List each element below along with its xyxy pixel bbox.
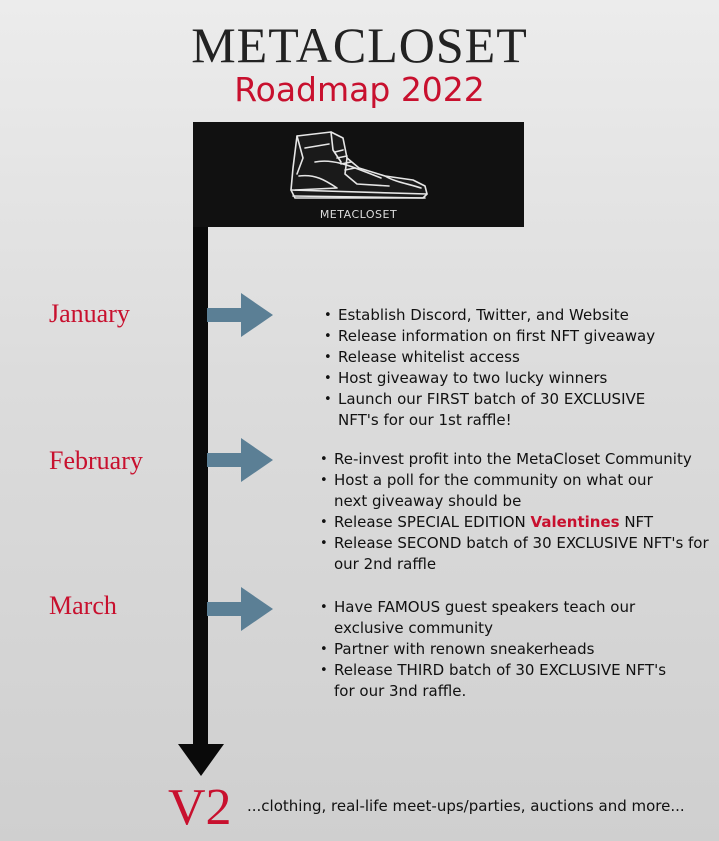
- list-item: Establish Discord, Twitter, and Website: [324, 305, 664, 326]
- january-list: Establish Discord, Twitter, and Website …: [324, 305, 664, 431]
- list-item: Launch our FIRST batch of 30 EXCLUSIVE N…: [324, 389, 664, 431]
- item-text-before: Release SPECIAL EDITION: [334, 513, 531, 531]
- arrow-right-icon: [207, 587, 273, 631]
- timeline-line: [193, 227, 208, 747]
- month-label-march: March: [49, 591, 117, 620]
- list-item: Release SECOND batch of 30 EXCLUSIVE NFT…: [320, 533, 710, 575]
- list-item: Host a poll for the community on what ou…: [320, 470, 688, 512]
- timeline-arrowhead: [178, 744, 224, 776]
- list-item: Release whitelist access: [324, 347, 664, 368]
- list-item: Host giveaway to two lucky winners: [324, 368, 664, 389]
- brand-banner: METACLOSET: [193, 122, 524, 227]
- month-label-february: February: [49, 446, 143, 475]
- month-label-january: January: [49, 299, 130, 328]
- arrow-right-icon: [207, 438, 273, 482]
- banner-label: METACLOSET: [319, 208, 398, 221]
- arrow-right-icon: [207, 293, 273, 337]
- valentines-highlight: Valentines: [530, 513, 620, 531]
- list-item: Re-invest profit into the MetaCloset Com…: [320, 449, 710, 470]
- sneaker-icon: [290, 131, 428, 199]
- list-item: Release THIRD batch of 30 EXCLUSIVE NFT'…: [320, 660, 690, 702]
- v2-label: V2: [168, 779, 232, 836]
- item-text-after: NFT: [619, 513, 654, 531]
- page-subtitle: Roadmap 2022: [234, 70, 485, 109]
- list-item: Have FAMOUS guest speakers teach our exc…: [320, 597, 650, 639]
- february-list: Re-invest profit into the MetaCloset Com…: [320, 449, 710, 575]
- list-item: Release information on first NFT giveawa…: [324, 326, 664, 347]
- list-item: Partner with renown sneakerheads: [320, 639, 690, 660]
- list-item: Release SPECIAL EDITION Valentines NFT: [320, 512, 710, 533]
- march-list: Have FAMOUS guest speakers teach our exc…: [320, 597, 690, 702]
- page-title: METACLOSET: [191, 17, 528, 73]
- v2-description: ...clothing, real-life meet-ups/parties,…: [247, 797, 685, 815]
